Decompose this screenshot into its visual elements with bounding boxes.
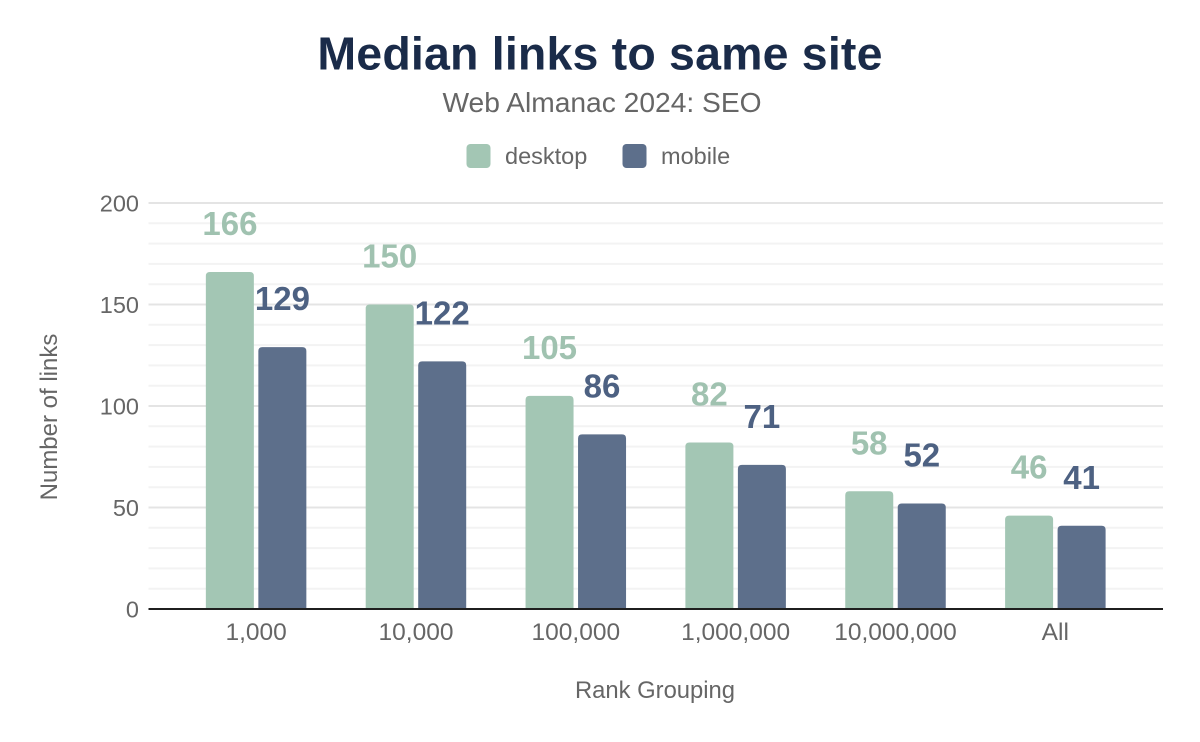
svg-text:1,000: 1,000 [225, 619, 286, 646]
svg-text:82: 82 [691, 376, 728, 413]
svg-text:150: 150 [100, 292, 139, 318]
svg-text:10,000,000: 10,000,000 [834, 619, 957, 646]
svg-text:Median links to same site: Median links to same site [317, 28, 882, 80]
svg-text:166: 166 [202, 205, 257, 242]
svg-text:10,000: 10,000 [379, 619, 454, 646]
svg-text:Rank Grouping: Rank Grouping [575, 677, 735, 704]
svg-text:150: 150 [362, 238, 417, 275]
svg-text:1,000,000: 1,000,000 [681, 619, 790, 646]
svg-text:58: 58 [851, 424, 888, 461]
svg-text:122: 122 [415, 294, 470, 331]
svg-text:71: 71 [744, 398, 781, 435]
svg-text:desktop: desktop [505, 143, 587, 169]
svg-text:52: 52 [903, 436, 940, 473]
svg-text:Web Almanac 2024: SEO: Web Almanac 2024: SEO [442, 86, 761, 118]
svg-text:50: 50 [113, 495, 139, 521]
svg-text:All: All [1042, 619, 1069, 646]
svg-text:mobile: mobile [661, 143, 730, 169]
svg-text:100: 100 [100, 394, 139, 420]
svg-text:200: 200 [100, 191, 139, 217]
svg-text:0: 0 [126, 597, 139, 623]
svg-text:Number of links: Number of links [36, 334, 63, 501]
svg-text:129: 129 [255, 280, 310, 317]
svg-text:100,000: 100,000 [532, 619, 621, 646]
svg-text:46: 46 [1011, 449, 1048, 486]
svg-text:105: 105 [522, 329, 577, 366]
svg-text:41: 41 [1063, 459, 1100, 496]
svg-text:86: 86 [584, 367, 621, 404]
